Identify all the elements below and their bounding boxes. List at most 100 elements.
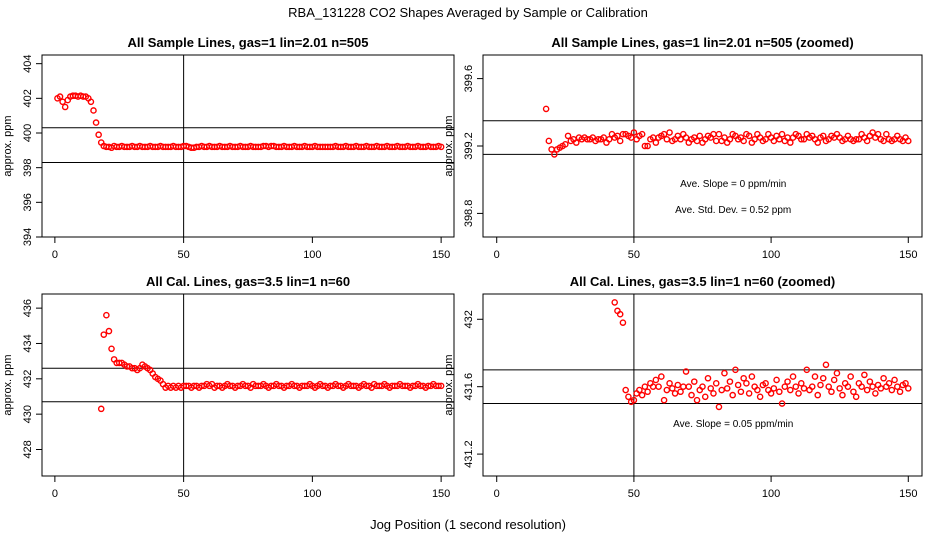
data-point (693, 396, 701, 404)
data-point (666, 380, 673, 387)
data-point (669, 385, 676, 392)
data-point (548, 146, 555, 153)
data-point (583, 135, 591, 143)
y-tick-label: 398.8 (463, 200, 475, 228)
data-point (660, 130, 668, 138)
panel-1: All Sample Lines, gas=1 lin=2.01 n=505 ap… (2, 35, 455, 261)
data-point (904, 137, 912, 145)
data-point (712, 380, 720, 387)
data-point (652, 376, 660, 384)
data-point (836, 385, 843, 392)
data-point (797, 135, 805, 143)
data-point (745, 390, 753, 397)
data-point (869, 129, 876, 136)
data-point (817, 381, 824, 389)
data-point (59, 98, 66, 106)
data-point (754, 386, 761, 394)
data-point (811, 373, 819, 380)
data-points (542, 105, 912, 158)
data-point (103, 311, 110, 319)
data-point (594, 135, 602, 143)
y-tick-label: 398 (22, 158, 34, 176)
data-point (762, 380, 769, 387)
y-tick-label: 396 (22, 193, 34, 211)
data-point (737, 388, 745, 396)
data-point (858, 383, 865, 390)
y-tick-label: 431.2 (463, 440, 475, 468)
data-point (778, 130, 786, 138)
data-point (776, 135, 783, 143)
data-point (658, 373, 665, 380)
data-point (773, 376, 780, 384)
page-x-axis-label: Jog Position (1 second resolution) (370, 517, 566, 532)
x-tick-label: 0 (52, 488, 58, 500)
x-tick-label: 100 (762, 488, 780, 500)
data-point (891, 376, 898, 384)
data-point (866, 378, 874, 385)
data-point (682, 368, 690, 375)
data-point (883, 130, 890, 138)
data-point (885, 380, 893, 387)
y-tick-label: 430 (22, 405, 34, 423)
data-point (671, 390, 679, 397)
data-point (800, 135, 808, 143)
data-point (655, 383, 662, 390)
x-tick-label: 0 (52, 249, 58, 261)
data-point (693, 137, 701, 145)
data-point (819, 132, 827, 140)
data-point (789, 373, 797, 380)
data-point (756, 393, 764, 401)
data-point (688, 391, 695, 399)
data-point (701, 393, 709, 401)
data-point (792, 383, 800, 390)
data-point (605, 135, 613, 143)
data-point (100, 331, 108, 338)
data-point (852, 393, 860, 401)
x-tick-label: 50 (178, 249, 190, 261)
data-point (729, 391, 736, 399)
data-point (627, 134, 635, 141)
data-point (740, 137, 747, 145)
data-point (797, 380, 805, 387)
x-tick-label: 100 (303, 249, 321, 261)
x-tick-label: 0 (494, 488, 500, 500)
plot-frame (41, 293, 455, 477)
data-point (61, 103, 69, 111)
data-point (803, 366, 811, 374)
data-point (814, 139, 822, 146)
data-point (850, 388, 857, 396)
data-point (545, 137, 553, 145)
data-point (732, 366, 739, 374)
y-tick-label: 400 (22, 124, 34, 142)
data-point (863, 137, 871, 145)
data-point (844, 383, 852, 390)
data-point (696, 132, 704, 140)
data-point (767, 390, 775, 397)
data-point (108, 345, 115, 353)
data-point (839, 391, 846, 399)
data-point (721, 369, 728, 377)
data-point (652, 139, 660, 146)
y-axis-label: approx. ppm (2, 354, 14, 415)
y-tick-label: 432 (463, 310, 475, 328)
data-point (572, 139, 580, 146)
data-point (435, 382, 442, 390)
data-point (644, 142, 651, 150)
data-point (641, 383, 649, 390)
data-point (611, 299, 619, 306)
data-point (712, 137, 720, 145)
page-title: RBA_131228 CO2 Shapes Averaged by Sample… (288, 5, 648, 20)
data-points (54, 92, 445, 152)
data-point (819, 374, 827, 382)
data-point (778, 400, 786, 407)
data-point (625, 393, 632, 401)
data-point (685, 383, 693, 390)
data-point (808, 383, 816, 390)
data-point (734, 381, 742, 389)
data-points (97, 311, 445, 413)
data-point (748, 373, 756, 380)
annotation: Ave. Std. Dev. = 0.52 ppm (675, 205, 791, 216)
data-point (743, 380, 750, 387)
data-point (770, 137, 778, 145)
